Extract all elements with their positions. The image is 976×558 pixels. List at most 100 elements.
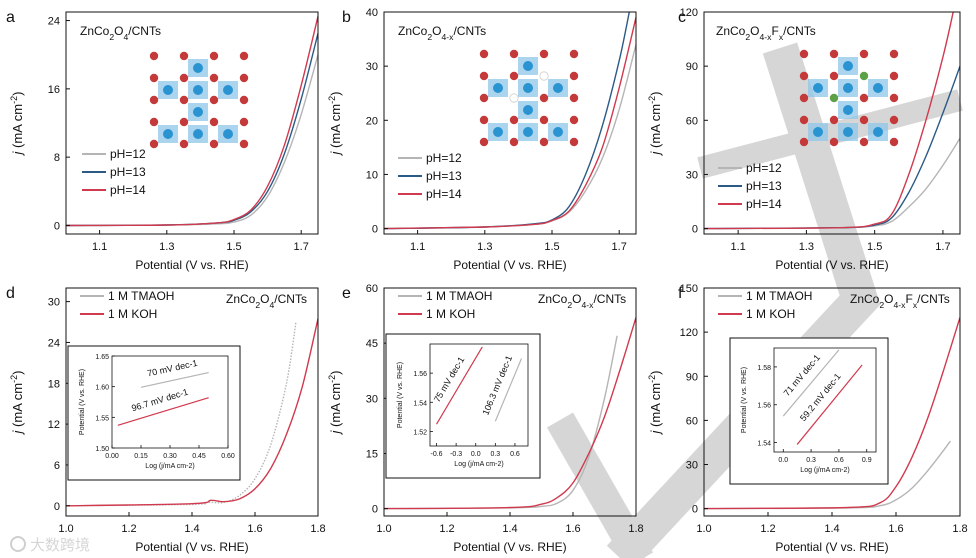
crystal-atom-o — [209, 139, 219, 149]
inset-x-tick-label: 0.0 — [471, 451, 481, 458]
chart-panel-c: 1.1 1.3 1.5 1.7 0 30 60 90 120 Potential (V vs. R… — [647, 7, 961, 272]
series-line-ph-14 — [703, 11, 954, 230]
crystal-atom-o — [509, 71, 519, 81]
watermark-text: 大数跨境 — [30, 536, 90, 554]
title-part: 2 — [427, 32, 432, 42]
crystal-atom-o — [829, 71, 839, 81]
title-part: 2 — [567, 300, 572, 310]
chart-panel-f: 1.0 1.2 1.4 1.6 1.8 0 30 60 90 120 150 Potential (V… — [647, 283, 968, 554]
legend-label: 1 M KOH — [108, 307, 157, 321]
y-tick-label: 30 — [48, 297, 60, 309]
inset-x-tick-label: 0.30 — [163, 453, 177, 460]
y-tick-label: 120 — [680, 7, 698, 19]
legend-label: 1 M TMAOH — [108, 289, 174, 303]
inset-y-tick-label: 1.54 — [757, 441, 771, 448]
y-tick-label: 30 — [366, 61, 378, 73]
inset-y-axis-label: Potential (V vs. RHE) — [79, 369, 86, 435]
x-tick-label: 1.4 — [184, 523, 199, 535]
y-axis-label: j (mA cm-2) — [647, 92, 663, 157]
x-tick-label: 1.8 — [628, 523, 643, 535]
inset-y-tick-label: 1.54 — [413, 400, 427, 407]
inset-y-tick-label: 1.50 — [95, 446, 109, 453]
crystal-atom-o — [859, 93, 869, 103]
crystal-atom-o — [479, 93, 489, 103]
crystal-atom-o — [509, 115, 519, 125]
x-axis-label: Potential (V vs. RHE) — [775, 540, 888, 554]
inset-x-tick-label: 0.60 — [221, 453, 235, 460]
inset-fit-line — [117, 397, 209, 426]
crystal-atom-o — [479, 115, 489, 125]
crystal-atom-o — [889, 115, 899, 125]
y-tick-label: 24 — [48, 337, 60, 349]
inset-x-tick-label: -0.3 — [450, 451, 462, 458]
title-part: O — [432, 24, 441, 38]
y-tick-label: 10 — [366, 169, 378, 181]
series-line-1-m-koh — [383, 317, 637, 510]
chart-title: ZnCo2O4-x/CNTs — [398, 24, 486, 42]
title-part: 4 — [123, 32, 128, 42]
legend-label: pH=13 — [746, 179, 782, 193]
x-axis-label: Potential (V vs. RHE) — [775, 258, 888, 272]
crystal-atom-co — [873, 127, 883, 137]
crystal-atom-o — [569, 115, 579, 125]
y-tick-label: 12 — [48, 419, 60, 431]
crystal-atom-o — [799, 115, 809, 125]
y-tick-label: 120 — [680, 327, 698, 339]
x-tick-label: 1.3 — [799, 241, 814, 253]
y-tick-label: 60 — [366, 283, 378, 295]
chart-title: ZnCo2O4/CNTs — [80, 24, 161, 42]
crystal-atom-o — [209, 95, 219, 105]
crystal-atom-o — [889, 93, 899, 103]
y-axis-label-symbol: j — [10, 429, 25, 435]
crystal-atom-co — [523, 61, 533, 71]
y-axis-label: j (mA cm-2) — [327, 371, 343, 436]
y-tick-label: 0 — [692, 504, 698, 516]
x-tick-label: 1.0 — [376, 523, 391, 535]
y-tick-label: 40 — [366, 7, 378, 19]
inset-x-tick-label: 0.3 — [806, 457, 816, 464]
y-axis-label-close: ) — [10, 371, 25, 375]
crystal-atom-o — [859, 115, 869, 125]
crystal-atom-o — [569, 137, 579, 147]
inset-fit-line — [494, 358, 523, 422]
crystal-atom-o — [889, 49, 899, 59]
inset-x-tick-label: 0.6 — [834, 457, 844, 464]
y-tick-label: 30 — [366, 393, 378, 405]
crystal-atom-o — [569, 93, 579, 103]
inset-y-tick-label: 1.56 — [757, 403, 771, 410]
inset-x-tick-label: 0.45 — [192, 453, 206, 460]
crystal-atom-co — [493, 127, 503, 137]
y-tick-label: 18 — [48, 378, 60, 390]
inset-x-tick-label: 0.3 — [490, 451, 500, 458]
y-tick-label: 90 — [686, 371, 698, 383]
crystal-atom-co — [193, 107, 203, 117]
title-part: /CNTs — [274, 292, 307, 306]
inset-x-tick-label: 0.00 — [105, 453, 119, 460]
y-tick-label: 45 — [366, 338, 378, 350]
series-line-ph-14 — [65, 16, 319, 227]
legend-label: pH=12 — [110, 147, 146, 161]
crystal-atom-co — [523, 127, 533, 137]
panel-label: c — [678, 9, 686, 26]
inset-x-axis-label: Log (j/mA cm-2) — [454, 461, 503, 468]
crystal-atom-co — [163, 85, 173, 95]
title-part: ZnCo — [538, 292, 568, 306]
y-tick-label: 30 — [686, 460, 698, 472]
crystal-atom-co — [223, 129, 233, 139]
inset-y-tick-label: 1.60 — [95, 385, 109, 392]
y-axis-label-unit: (mA cm — [648, 383, 663, 431]
y-axis-label: j (mA cm-2) — [647, 371, 663, 436]
y-axis-label-unit: (mA cm — [328, 104, 343, 152]
x-tick-label: 1.6 — [247, 523, 262, 535]
legend-label: pH=12 — [426, 151, 462, 165]
crystal-atom-o — [179, 117, 189, 127]
legend-label: pH=13 — [110, 165, 146, 179]
series-line-1-m-koh — [65, 318, 319, 507]
chart-panel-a: 1.1 1.3 1.5 1.7 0 8 16 24 Potential (V vs. RHE) j… — [6, 9, 319, 272]
panel-label: d — [6, 285, 15, 302]
crystal-atom-o — [889, 71, 899, 81]
title-part: x — [779, 32, 784, 42]
crystal-atom-co — [193, 129, 203, 139]
title-part: O — [572, 292, 581, 306]
x-tick-label: 1.6 — [888, 523, 903, 535]
